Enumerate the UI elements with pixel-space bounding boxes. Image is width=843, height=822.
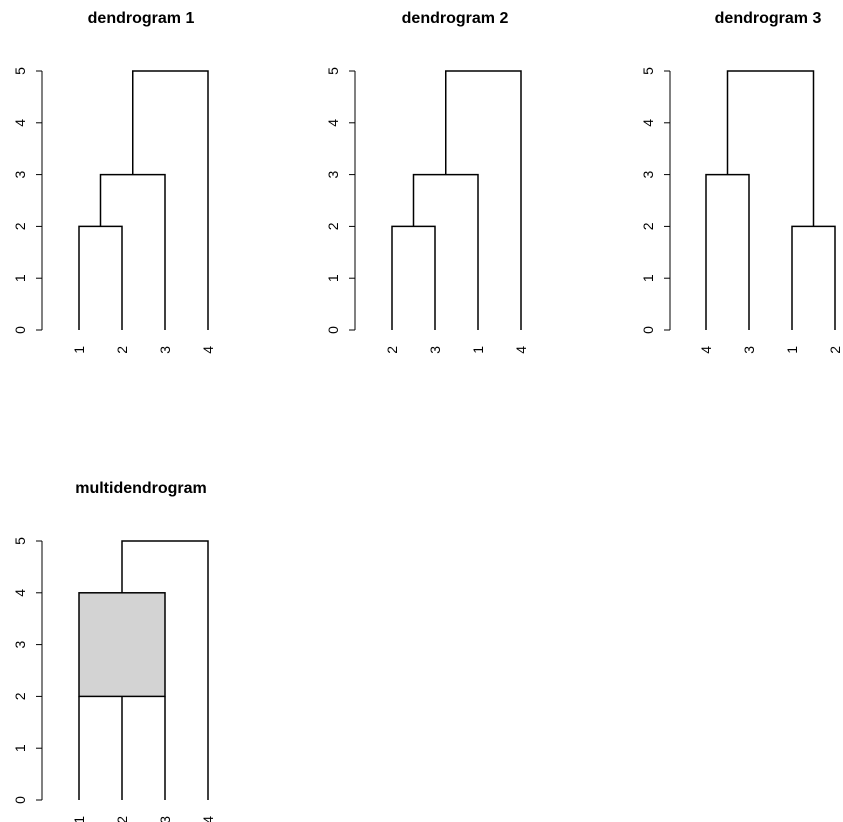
panel-title: dendrogram 3 — [715, 10, 822, 27]
y-tick-label: 5 — [12, 67, 28, 75]
leaf-label: 3 — [741, 346, 757, 354]
y-tick-label: 3 — [12, 170, 28, 178]
y-tick-label: 0 — [12, 796, 28, 804]
leaf-label: 1 — [470, 346, 486, 354]
leaf-label: 2 — [827, 346, 843, 354]
merge-band — [78, 592, 166, 698]
y-tick-label: 4 — [12, 119, 28, 127]
leaf-label: 2 — [114, 346, 130, 354]
y-tick-label: 3 — [12, 640, 28, 648]
y-tick-label: 0 — [325, 326, 341, 334]
leaf-label: 3 — [157, 346, 173, 354]
y-tick-label: 3 — [640, 170, 656, 178]
y-tick-label: 2 — [325, 222, 341, 230]
merge-branch-3 — [445, 70, 522, 330]
y-tick-label: 4 — [325, 119, 341, 127]
merge-branch-top — [121, 540, 209, 800]
y-tick-label: 1 — [640, 274, 656, 282]
merge-branch-1 — [78, 225, 123, 330]
leaf-label: 3 — [157, 816, 173, 822]
leaf-label: 2 — [384, 346, 400, 354]
y-tick-label: 1 — [12, 744, 28, 752]
leaf-label: 4 — [513, 346, 529, 354]
merge-branch-3 — [726, 70, 815, 227]
leaf-label: 1 — [784, 346, 800, 354]
panel-2: dendrogram 2 0 1 2 3 4 5 2 3 1 4 — [325, 10, 529, 354]
leaf-label: 3 — [427, 346, 443, 354]
y-tick-label: 3 — [325, 170, 341, 178]
leaf-label: 2 — [114, 816, 130, 822]
leaf-label: 1 — [71, 816, 87, 822]
panel-title: dendrogram 1 — [88, 10, 195, 27]
y-tick-label: 2 — [640, 222, 656, 230]
panel-title: dendrogram 2 — [402, 10, 509, 27]
leaf-label: 4 — [200, 816, 216, 822]
merge-branch-1 — [705, 173, 750, 330]
y-tick-label: 0 — [640, 326, 656, 334]
merge-branch-1 — [391, 225, 436, 330]
merge-branch-2 — [791, 225, 836, 330]
y-tick-label: 5 — [325, 67, 341, 75]
y-tick-label: 0 — [12, 326, 28, 334]
merge-branch-2 — [99, 173, 166, 330]
y-tick-label: 2 — [12, 222, 28, 230]
y-tick-label: 5 — [12, 537, 28, 545]
leaf-label: 1 — [71, 346, 87, 354]
panel-title: multidendrogram — [75, 480, 207, 497]
panel-4: multidendrogram 0 1 2 3 4 5 1 2 3 4 — [12, 480, 216, 822]
y-tick-label: 5 — [640, 67, 656, 75]
y-tick-label: 2 — [12, 692, 28, 700]
merge-branch-2 — [412, 173, 479, 330]
y-tick-label: 4 — [12, 589, 28, 597]
y-tick-label: 4 — [640, 119, 656, 127]
leaf-label: 4 — [698, 346, 714, 354]
panel-1: dendrogram 1 0 1 2 3 4 5 1 2 3 4 — [12, 10, 216, 354]
y-tick-label: 1 — [12, 274, 28, 282]
merge-branch-3 — [132, 70, 209, 330]
leaf-label: 4 — [200, 346, 216, 354]
panel-3: dendrogram 3 0 1 2 3 4 5 4 3 1 2 — [640, 10, 843, 354]
y-tick-label: 1 — [325, 274, 341, 282]
